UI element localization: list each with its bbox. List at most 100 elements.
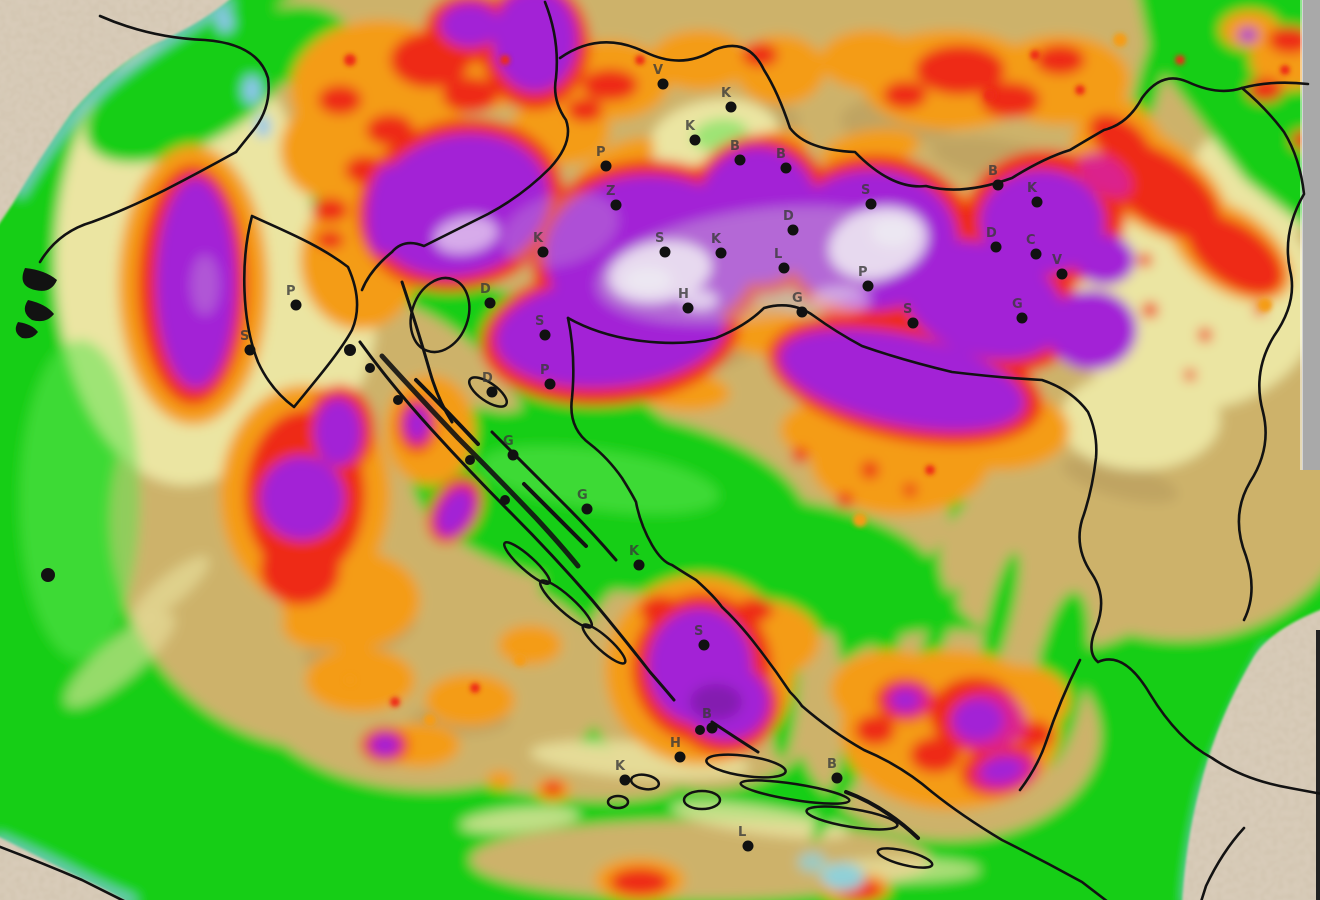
city-dot [657,78,669,90]
city-label: K [721,86,732,101]
city-marker: D [480,282,496,309]
border-montenegro-2 [1200,826,1246,900]
city-label: C [1026,233,1036,248]
city-label: V [1052,253,1062,268]
coast-velebit-2 [379,353,581,569]
city-dot [537,246,549,258]
city-dot [706,722,718,734]
city-dot [544,378,556,390]
city-marker: B [730,139,746,166]
coast-italy-sw [0,845,125,900]
city-dot [619,774,631,786]
coast-south-dalmatia [800,704,1108,900]
city-label: B [827,757,837,772]
coast-velebit-1 [358,340,676,702]
city-dot [633,559,645,571]
city-marker: B [827,757,843,784]
city-label: B [988,164,998,179]
city-label: S [240,329,249,344]
city-marker: G [503,434,519,461]
island-murter [581,623,627,665]
city-dot [244,344,256,356]
island-krk [409,276,471,354]
city-label: D [783,209,794,224]
terrain-northwest [0,0,229,223]
city-dot [780,162,792,174]
city-label: P [596,145,606,160]
city-marker: K [1027,181,1043,208]
border-croatia-bosnia-north [566,304,1103,664]
city-dot [507,449,519,461]
field-purple-dark [690,684,742,720]
island-chain-1 [522,482,588,548]
city-marker: L [774,247,790,274]
city-marker: H [670,736,686,763]
city-label: H [670,736,681,751]
city-dot [990,241,1002,253]
city-marker: K [721,86,737,113]
city-marker: V [653,63,669,90]
lagoon-blobs [15,268,705,735]
city-marker: V [1052,253,1068,280]
coast-istria [243,214,359,409]
city-marker: S [694,624,710,651]
city-label: K [629,544,640,559]
city-marker: P [858,265,874,292]
city-dot [742,840,754,852]
island-hvar [739,779,851,805]
island-drvenik [606,794,630,810]
city-dot [734,154,746,166]
city-marker: S [240,329,256,356]
city-label: D [480,282,491,297]
peljesac [844,790,920,840]
city-marker: Z [606,184,622,211]
city-label: S [694,624,703,639]
border-italy-slovenia [98,14,270,154]
city-markers-layer: V K K B P Z B S B K D K S K L P D C V G S G H S P S D P D G G K S B H K B L [240,63,1068,852]
city-label: D [986,226,997,241]
city-dot [992,179,1004,191]
city-dot [539,329,551,341]
city-label: B [702,707,712,722]
island-brac [705,753,787,779]
city-marker: D [783,209,799,236]
field-white-cores [434,206,928,314]
city-label: B [730,139,740,154]
island-vis [682,789,722,811]
city-label: G [503,434,514,449]
island-korcula [805,805,899,831]
island-mljet [876,847,934,869]
city-label: P [286,284,296,299]
island-rab [468,376,508,408]
city-dot [1016,312,1028,324]
city-label: S [903,302,912,317]
city-label: G [1012,297,1023,312]
city-label: G [792,291,803,306]
city-marker: G [577,488,593,515]
island-cres [400,280,454,424]
city-marker: D [986,226,1002,253]
city-dot [725,101,737,113]
city-label: S [535,314,544,329]
island-solta [629,773,661,791]
city-label: H [678,287,689,302]
field-cyan [798,852,865,891]
city-label: Z [606,184,615,199]
city-dot [698,639,710,651]
city-dot [796,306,808,318]
border-bosnia-south [1018,658,1082,792]
city-dot [1030,248,1042,260]
city-marker: K [629,544,645,571]
city-marker: D [482,371,498,398]
city-label: L [774,247,782,262]
city-dot [1056,268,1068,280]
city-label: P [858,265,868,280]
city-dot [600,160,612,172]
city-marker: K [711,232,727,259]
city-dot [610,199,622,211]
city-dot [787,224,799,236]
city-label: K [615,759,626,774]
